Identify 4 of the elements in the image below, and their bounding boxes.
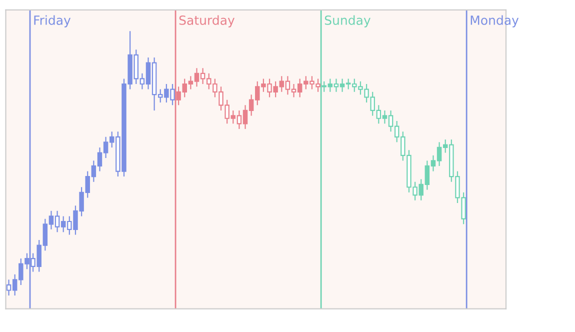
text: Sunday (324, 15, 370, 28)
text: Saturday (179, 15, 235, 28)
text: Friday (34, 15, 71, 28)
text: Monday (470, 15, 519, 28)
